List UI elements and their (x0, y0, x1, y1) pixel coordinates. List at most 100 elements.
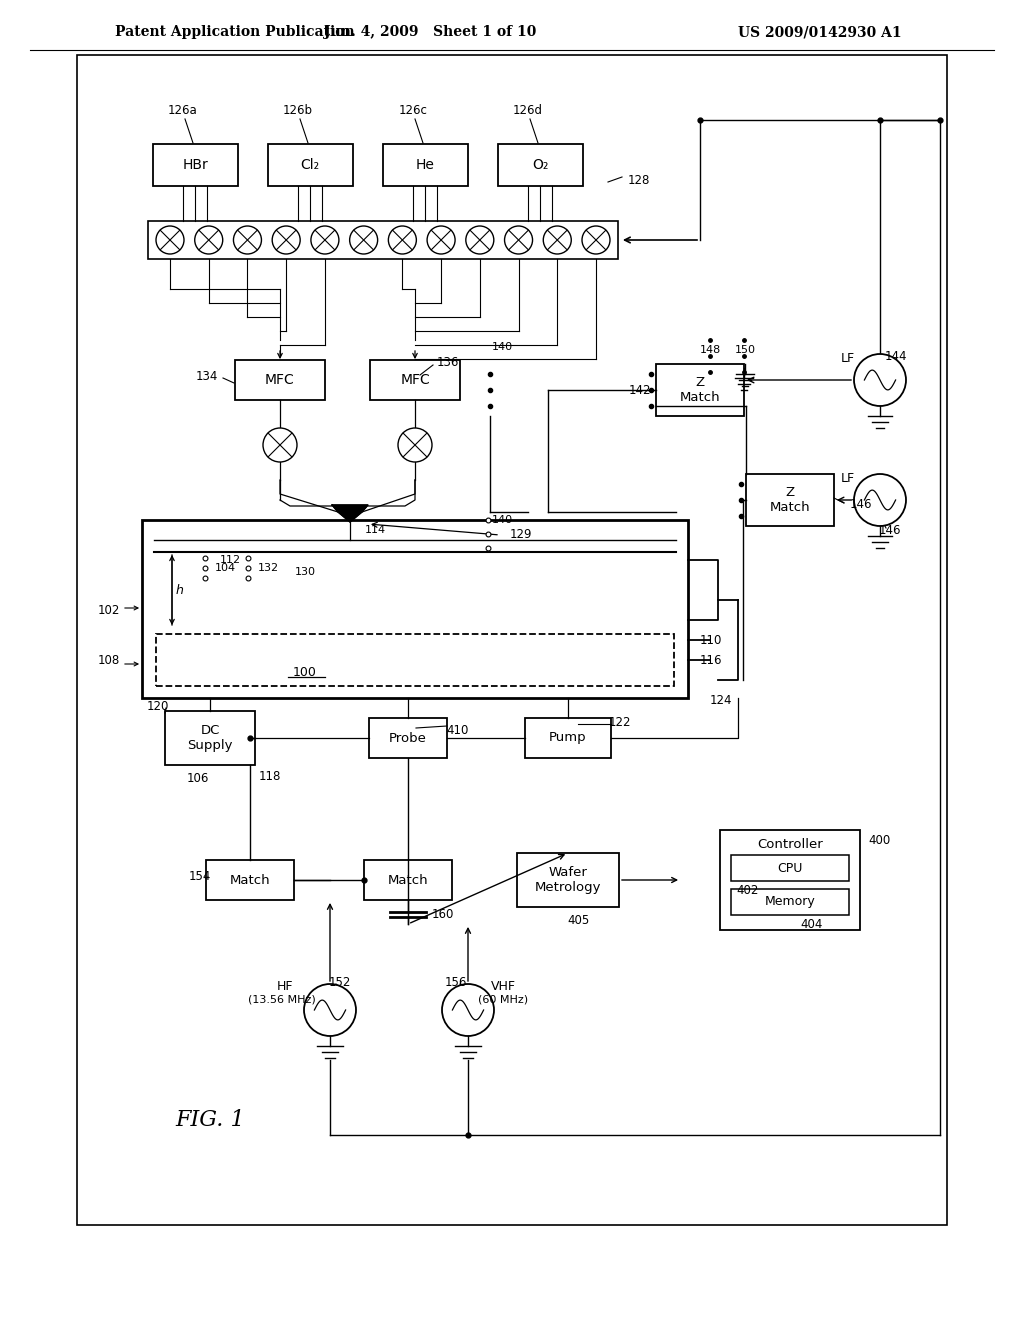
Text: Patent Application Publication: Patent Application Publication (115, 25, 354, 40)
Circle shape (854, 354, 906, 407)
Text: 122: 122 (608, 717, 631, 730)
Text: 100: 100 (293, 665, 317, 678)
Circle shape (442, 983, 494, 1036)
Text: 142: 142 (629, 384, 651, 396)
Circle shape (233, 226, 261, 253)
Text: 146: 146 (879, 524, 901, 536)
Circle shape (466, 226, 494, 253)
Polygon shape (332, 506, 368, 521)
Text: 132: 132 (258, 564, 280, 573)
Circle shape (304, 983, 356, 1036)
Text: (13.56 MHz): (13.56 MHz) (248, 995, 315, 1005)
Text: 146: 146 (850, 499, 872, 511)
Text: 118: 118 (259, 770, 282, 783)
Bar (148, 220, 618, 259)
Circle shape (263, 428, 297, 462)
Text: Pump: Pump (549, 731, 587, 744)
Text: Z
Match: Z Match (680, 376, 720, 404)
Circle shape (272, 226, 300, 253)
Text: 126c: 126c (398, 103, 427, 116)
Text: Match: Match (388, 874, 428, 887)
Text: 126b: 126b (283, 103, 313, 116)
Bar (525, 718, 611, 758)
Bar (369, 718, 447, 758)
Circle shape (505, 226, 532, 253)
Bar (370, 360, 460, 400)
Text: 112: 112 (219, 554, 241, 565)
Circle shape (311, 226, 339, 253)
Bar (517, 853, 618, 907)
Bar (77, 55, 947, 1225)
Bar (731, 855, 849, 880)
Text: 154: 154 (188, 870, 211, 883)
Bar (142, 520, 688, 698)
Bar (746, 474, 834, 525)
Text: 140: 140 (492, 515, 513, 525)
Text: 402: 402 (737, 883, 759, 896)
Text: DC
Supply: DC Supply (187, 723, 232, 752)
Text: 114: 114 (365, 525, 386, 535)
Text: (60 MHz): (60 MHz) (478, 995, 528, 1005)
Text: 150: 150 (734, 345, 756, 355)
Text: 124: 124 (710, 693, 732, 706)
Text: 156: 156 (444, 975, 467, 989)
Bar (234, 360, 325, 400)
Text: 106: 106 (186, 771, 209, 784)
Text: 410: 410 (446, 723, 469, 737)
Text: 129: 129 (510, 528, 532, 541)
Text: He: He (416, 158, 434, 172)
Bar (165, 711, 255, 766)
Text: FIG. 1: FIG. 1 (175, 1109, 245, 1131)
Text: 126a: 126a (168, 103, 198, 116)
Text: 102: 102 (97, 603, 120, 616)
Text: 104: 104 (215, 564, 237, 573)
Circle shape (349, 226, 378, 253)
Text: 120: 120 (146, 700, 169, 713)
Bar (153, 144, 238, 186)
Text: 110: 110 (700, 634, 722, 647)
Bar (156, 634, 674, 686)
Text: Controller: Controller (757, 838, 823, 851)
Text: Memory: Memory (765, 895, 815, 908)
Text: MFC: MFC (265, 374, 295, 387)
Circle shape (388, 226, 417, 253)
Text: LF: LF (841, 471, 855, 484)
Text: CPU: CPU (777, 862, 803, 874)
Text: O₂: O₂ (531, 158, 548, 172)
Circle shape (854, 474, 906, 525)
Text: LF: LF (841, 351, 855, 364)
Circle shape (544, 226, 571, 253)
Bar (731, 888, 849, 915)
Circle shape (195, 226, 223, 253)
Text: 148: 148 (699, 345, 721, 355)
Text: Wafer
Metrology: Wafer Metrology (535, 866, 601, 894)
Text: 108: 108 (97, 653, 120, 667)
Text: HF: HF (276, 979, 293, 993)
Text: 116: 116 (700, 653, 723, 667)
Text: Cl₂: Cl₂ (300, 158, 319, 172)
Text: 144: 144 (885, 350, 907, 363)
Text: 400: 400 (868, 833, 890, 846)
Circle shape (427, 226, 455, 253)
Text: 128: 128 (628, 173, 650, 186)
Text: 140: 140 (492, 342, 513, 352)
Text: h: h (176, 583, 184, 597)
Bar (498, 144, 583, 186)
Text: 136: 136 (437, 355, 460, 368)
Bar (267, 144, 352, 186)
Bar (720, 830, 860, 931)
Bar (206, 861, 294, 900)
Text: 126d: 126d (513, 103, 543, 116)
Bar (656, 364, 744, 416)
Text: 152: 152 (329, 975, 351, 989)
Text: Probe: Probe (389, 731, 427, 744)
Circle shape (582, 226, 610, 253)
Text: 405: 405 (567, 913, 589, 927)
Text: VHF: VHF (490, 979, 515, 993)
Text: 134: 134 (196, 370, 218, 383)
Text: 160: 160 (432, 908, 455, 920)
Text: Match: Match (229, 874, 270, 887)
Text: Jun. 4, 2009   Sheet 1 of 10: Jun. 4, 2009 Sheet 1 of 10 (324, 25, 537, 40)
Text: 130: 130 (295, 568, 315, 577)
Text: MFC: MFC (400, 374, 430, 387)
